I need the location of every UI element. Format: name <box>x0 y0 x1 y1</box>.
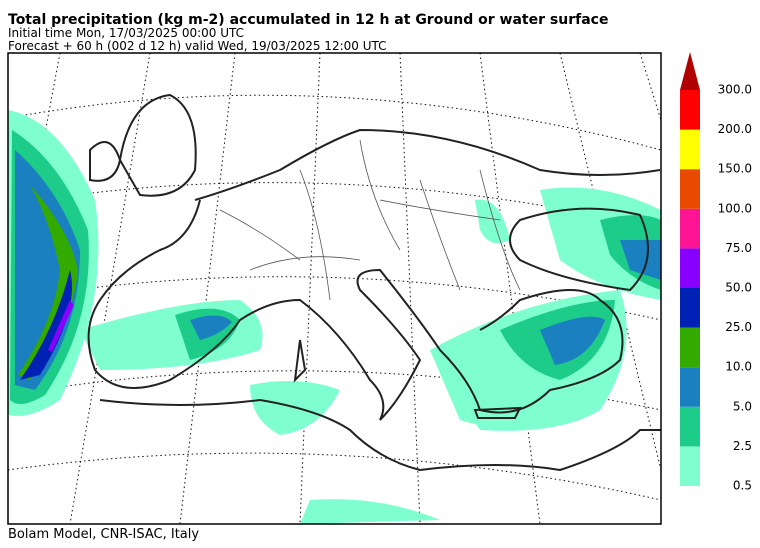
colorbar-label: 200.0 <box>718 122 752 136</box>
colorbar-label: 300.0 <box>718 83 752 97</box>
colorbar-label: 0.5 <box>733 479 752 493</box>
colorbar-label: 5.0 <box>733 399 752 413</box>
map <box>7 52 662 525</box>
colorbar-segment <box>680 208 700 249</box>
colorbar-segment <box>680 169 700 209</box>
colorbar-segment <box>680 288 700 328</box>
colorbar-segment <box>680 129 700 170</box>
colorbar-segment <box>680 327 700 368</box>
colorbar-segment <box>680 406 700 447</box>
colorbar-label: 2.5 <box>733 439 752 453</box>
colorbar-segment <box>680 248 700 288</box>
colorbar-label: 25.0 <box>725 320 752 334</box>
colorbar: 0.5 2.5 5.0 10.0 25.0 50.0 75.0 100.0 150.0 200.0… <box>680 52 752 493</box>
colorbar-label: 10.0 <box>725 360 752 374</box>
colorbar-over-arrow <box>680 52 700 90</box>
colorbar-label: 50.0 <box>725 281 752 295</box>
forecast-time: Forecast + 60 h (002 d 12 h) valid Wed, … <box>8 39 387 53</box>
credit: Bolam Model, CNR-ISAC, Italy <box>8 527 199 542</box>
colorbar-label: 150.0 <box>718 162 752 176</box>
colorbar-segment <box>680 446 700 486</box>
colorbar-segment <box>680 367 700 407</box>
init-time: Initial time Mon, 17/03/2025 00:00 UTC <box>8 26 244 40</box>
colorbar-label: 100.0 <box>718 201 752 215</box>
colorbar-segment <box>680 90 700 130</box>
title: Total precipitation (kg m-2) accumulated… <box>8 12 608 28</box>
colorbar-label: 75.0 <box>725 241 752 255</box>
